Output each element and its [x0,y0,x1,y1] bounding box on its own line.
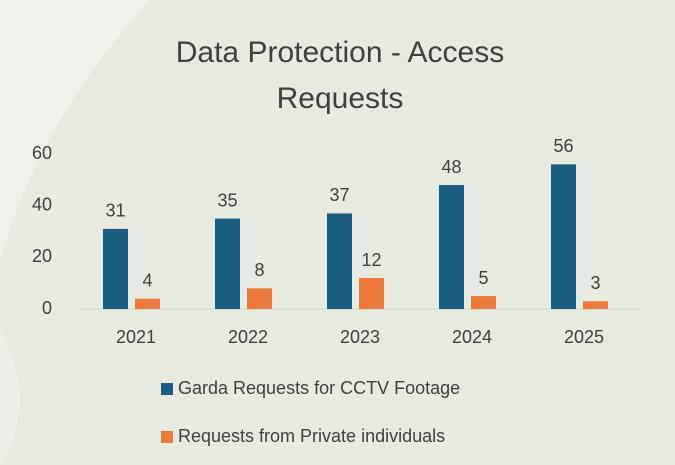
x-tick-label: 2025 [564,327,604,347]
bar [439,185,464,309]
value-label: 56 [553,136,573,156]
value-label: 35 [217,190,237,210]
value-label: 48 [441,157,461,177]
x-tick-label: 2024 [452,327,492,347]
bar [215,218,240,309]
legend-label: Requests from Private individuals [178,426,445,446]
x-tick-label: 2023 [340,327,380,347]
bar [471,296,496,309]
legend-swatch [161,431,173,443]
x-tick-label: 2021 [116,327,156,347]
bar [551,164,576,309]
value-label: 31 [105,201,125,221]
bar [359,278,384,309]
y-tick-label: 20 [32,246,52,266]
value-label: 4 [142,270,152,290]
chart-title: Data Protection - Access Requests [175,36,505,115]
y-tick-label: 60 [32,143,52,163]
bar [583,301,608,309]
decor [0,330,20,465]
y-tick-label: 40 [32,194,52,214]
bar [247,288,272,309]
bar [327,213,352,309]
legend-label: Garda Requests for CCTV Footage [178,378,460,398]
bar [103,228,128,309]
y-tick-label: 0 [42,298,52,318]
value-label: 12 [361,250,381,270]
value-label: 3 [590,273,600,293]
value-label: 8 [254,260,264,280]
bar [135,298,160,309]
value-label: 5 [478,268,488,288]
x-tick-label: 2022 [228,327,268,347]
legend-swatch [161,383,173,395]
value-label: 37 [329,185,349,205]
decor [0,0,150,260]
